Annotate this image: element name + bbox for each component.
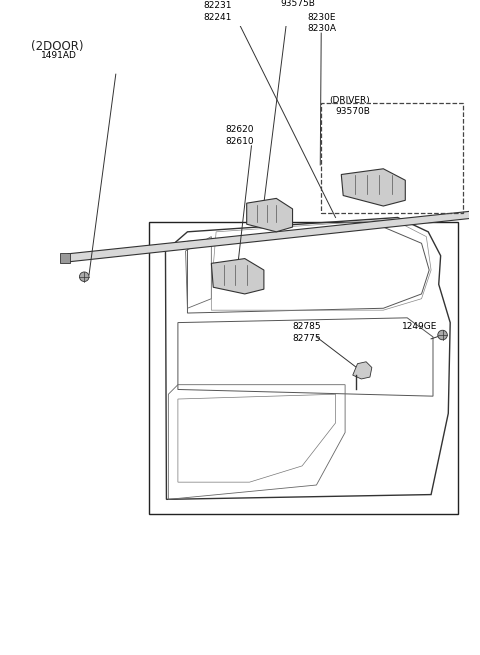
Polygon shape bbox=[247, 198, 292, 232]
Circle shape bbox=[438, 330, 447, 340]
Text: 82610: 82610 bbox=[226, 137, 254, 146]
Polygon shape bbox=[63, 210, 480, 263]
Text: 82231: 82231 bbox=[204, 1, 232, 10]
Circle shape bbox=[80, 272, 89, 282]
Text: 1491AD: 1491AD bbox=[41, 51, 77, 60]
Polygon shape bbox=[353, 362, 372, 379]
Text: 93570B: 93570B bbox=[336, 107, 371, 116]
Bar bbox=[149, 222, 458, 514]
Text: 8230E: 8230E bbox=[307, 12, 336, 22]
Text: 82775: 82775 bbox=[292, 333, 321, 343]
Text: 1249GE: 1249GE bbox=[402, 322, 438, 331]
Text: 93575B: 93575B bbox=[280, 0, 315, 9]
Polygon shape bbox=[60, 253, 70, 263]
Text: 8230A: 8230A bbox=[307, 24, 336, 33]
Text: 82620: 82620 bbox=[226, 125, 254, 134]
Text: 82785: 82785 bbox=[292, 322, 321, 331]
Text: (2DOOR): (2DOOR) bbox=[31, 40, 84, 53]
Bar bbox=[321, 103, 463, 213]
Polygon shape bbox=[341, 169, 405, 206]
Polygon shape bbox=[211, 259, 264, 294]
Text: (DRIVER): (DRIVER) bbox=[329, 96, 370, 105]
Text: 82241: 82241 bbox=[204, 12, 232, 22]
